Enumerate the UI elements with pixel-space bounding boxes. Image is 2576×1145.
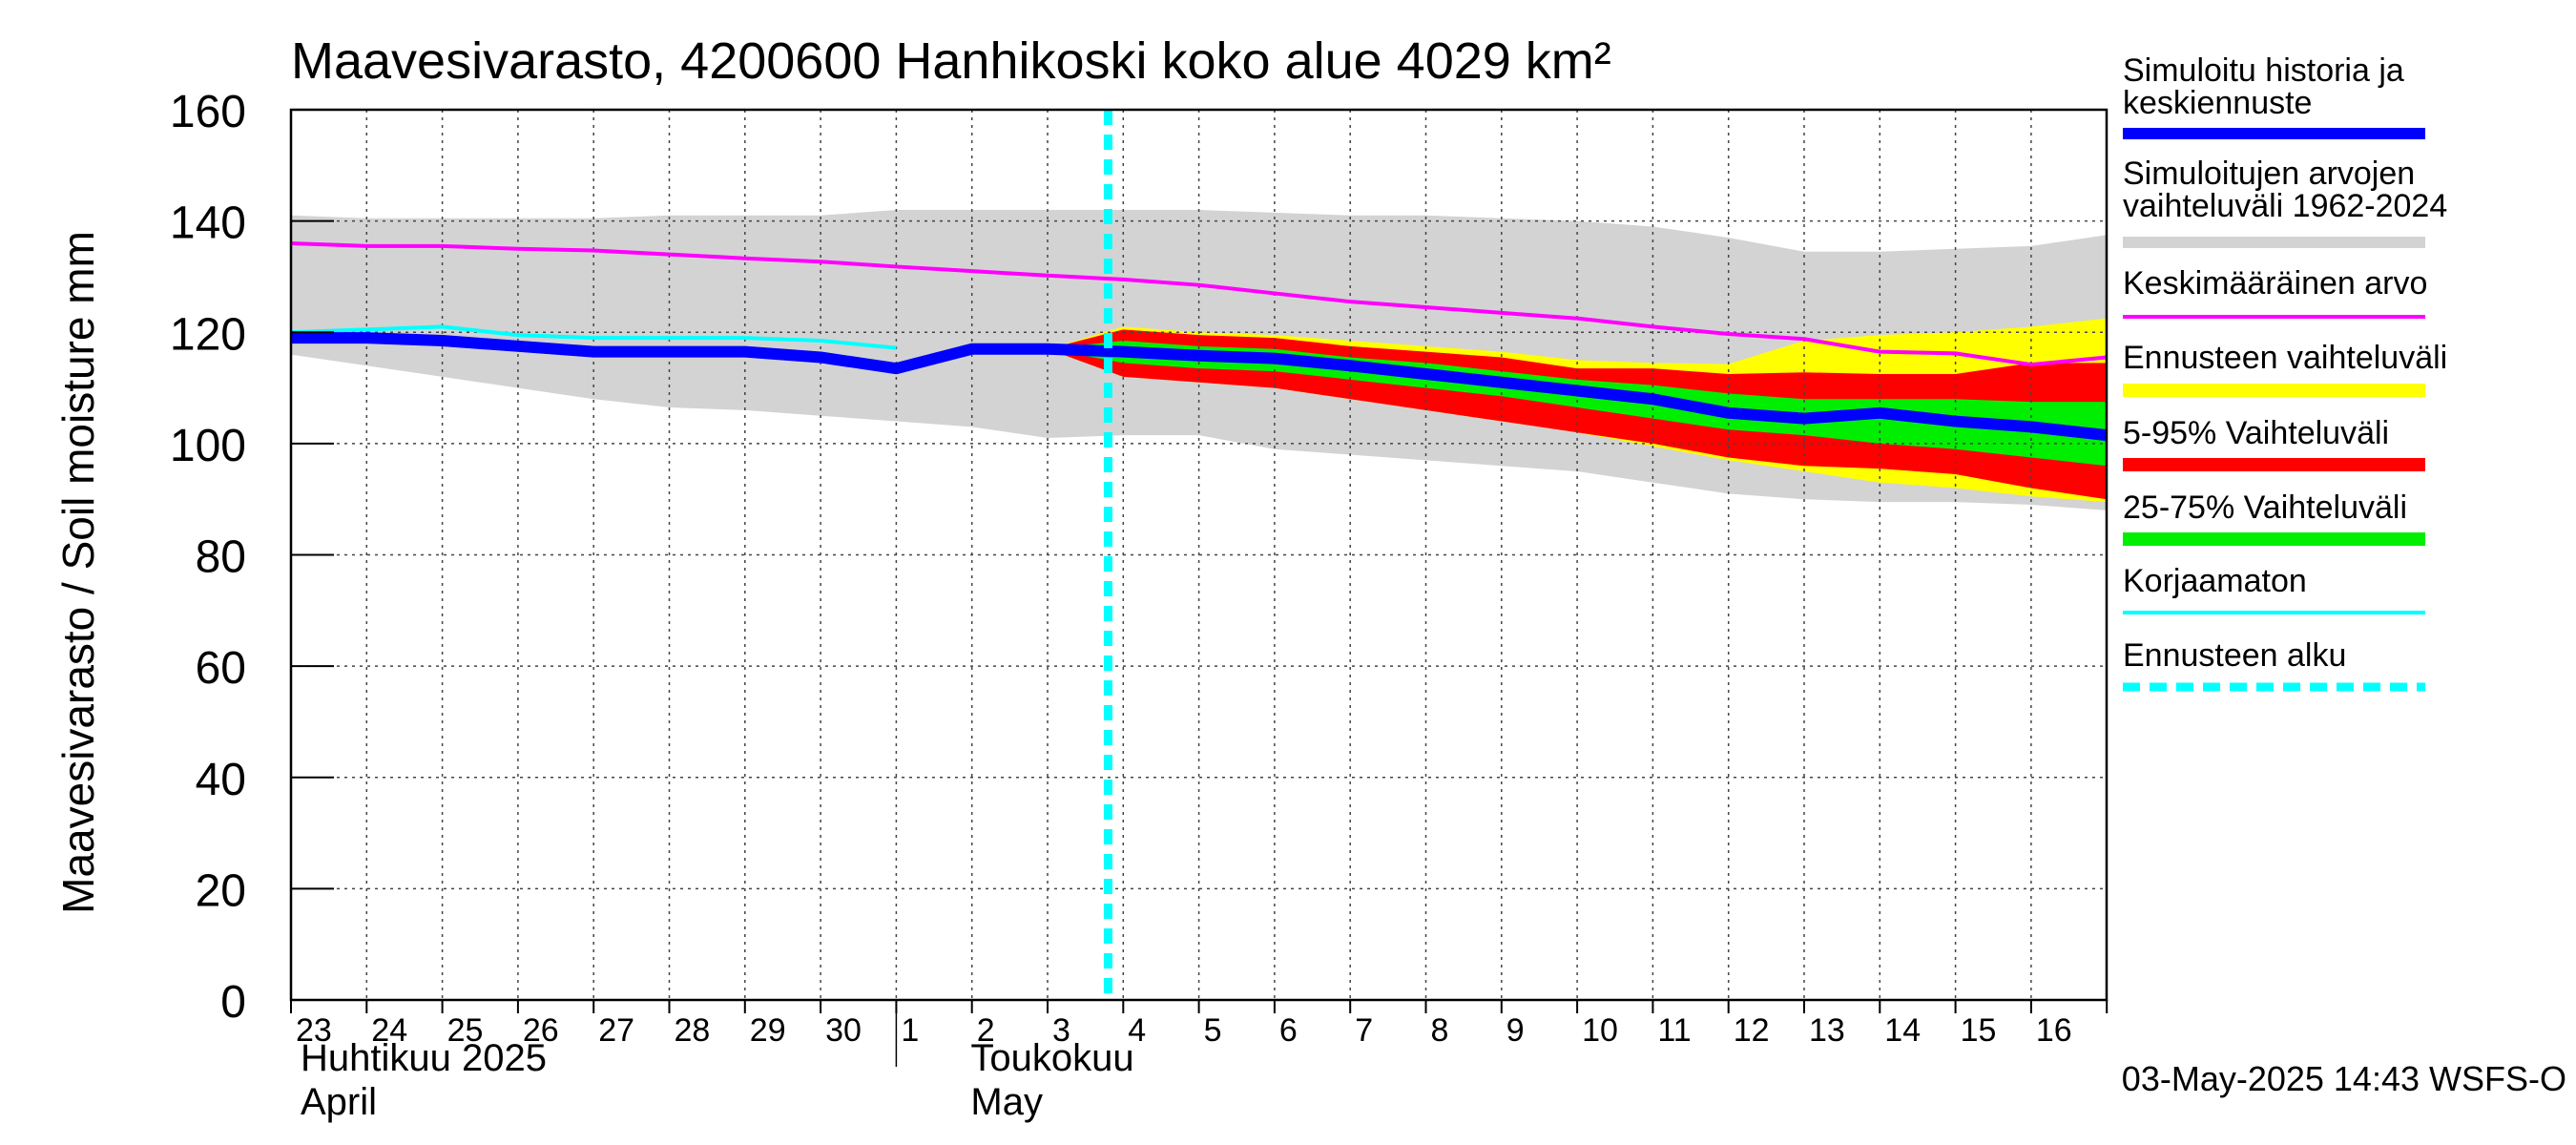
x-day-label: 28 xyxy=(675,1012,711,1049)
x-day-label: 16 xyxy=(2036,1012,2072,1049)
chart-title: Maavesivarasto, 4200600 Hanhikoski koko … xyxy=(291,32,1611,90)
simulated-median-line xyxy=(291,332,2108,442)
y-tick-label: 120 xyxy=(170,309,246,360)
x-day-label: 25 xyxy=(447,1012,484,1049)
y-tick-label: 40 xyxy=(196,755,246,805)
x-day-label: 5 xyxy=(1204,1012,1222,1049)
x-day-label: 23 xyxy=(296,1012,332,1049)
uncorrected-line xyxy=(290,324,897,350)
legend-label-sim: Simuloitu historia ja keskiennuste xyxy=(2123,52,2404,121)
legend-label-line: keskiennuste xyxy=(2123,85,2312,121)
x-day-label: 26 xyxy=(523,1012,559,1049)
legend-label-line: Simuloitu historia ja xyxy=(2123,52,2404,89)
legend-label-range: Simuloitujen arvojen vaihteluväli 1962-20… xyxy=(2123,156,2447,224)
x-day-label: 8 xyxy=(1431,1012,1449,1049)
x-day-label: 14 xyxy=(1884,1012,1921,1049)
mean-value-line xyxy=(290,240,2108,367)
legend-label-raw: Korjaamaton xyxy=(2123,563,2307,599)
y-tick-label: 60 xyxy=(196,643,246,694)
legend-label-line: Simuloitujen arvojen xyxy=(2123,156,2415,192)
y-tick-label: 0 xyxy=(220,977,246,1028)
x-day-label: 12 xyxy=(1734,1012,1770,1049)
month-label-fi: Toukokuu xyxy=(970,1037,1133,1079)
legend-label-fc: Ennusteen vaihteluväli xyxy=(2123,340,2447,376)
y-tick-label: 140 xyxy=(170,198,246,249)
legend: Simuloitu historia ja keskiennusteSimuloi… xyxy=(2123,52,2447,692)
legend-label-p5_95: 5-95% Vaihteluväli xyxy=(2123,415,2389,451)
x-day-label: 1 xyxy=(901,1012,919,1049)
p25-75-band xyxy=(1048,340,2108,467)
x-day-label: 3 xyxy=(1052,1012,1070,1049)
y-axis-label: Maavesivarasto / Soil moisture mm xyxy=(53,231,103,914)
y-tick-label: 80 xyxy=(196,532,246,583)
month-label-en: May xyxy=(970,1081,1043,1123)
x-day-label: 6 xyxy=(1279,1012,1298,1049)
grid-lines xyxy=(291,110,2107,1000)
x-day-label: 2 xyxy=(977,1012,995,1049)
x-day-label: 30 xyxy=(825,1012,862,1049)
y-tick-label: 160 xyxy=(170,87,246,137)
x-day-label: 27 xyxy=(598,1012,634,1049)
month-label-en: April xyxy=(301,1081,377,1123)
timestamp-footer: 03-May-2025 14:43 WSFS-O xyxy=(2122,1059,2566,1098)
y-tick-label: 100 xyxy=(170,421,246,471)
x-day-label: 15 xyxy=(1961,1012,1997,1049)
month-label-fi: Huhtikuu 2025 xyxy=(301,1037,547,1079)
x-day-label: 29 xyxy=(750,1012,786,1049)
legend-label-mean: Keskimääräinen arvo xyxy=(2123,265,2427,302)
legend-label-p25_75: 25-75% Vaihteluväli xyxy=(2123,489,2407,526)
x-day-label: 10 xyxy=(1582,1012,1618,1049)
series-lines xyxy=(290,110,2108,1000)
legend-label-line: vaihteluväli 1962-2024 xyxy=(2123,188,2447,224)
x-day-label: 4 xyxy=(1128,1012,1146,1049)
y-tick-label: 20 xyxy=(196,865,246,916)
legend-label-start: Ennusteen alku xyxy=(2123,637,2346,674)
x-day-label: 13 xyxy=(1809,1012,1845,1049)
x-day-label: 7 xyxy=(1355,1012,1373,1049)
x-day-label: 9 xyxy=(1506,1012,1525,1049)
x-day-label: 24 xyxy=(371,1012,407,1049)
x-day-label: 11 xyxy=(1657,1012,1691,1049)
